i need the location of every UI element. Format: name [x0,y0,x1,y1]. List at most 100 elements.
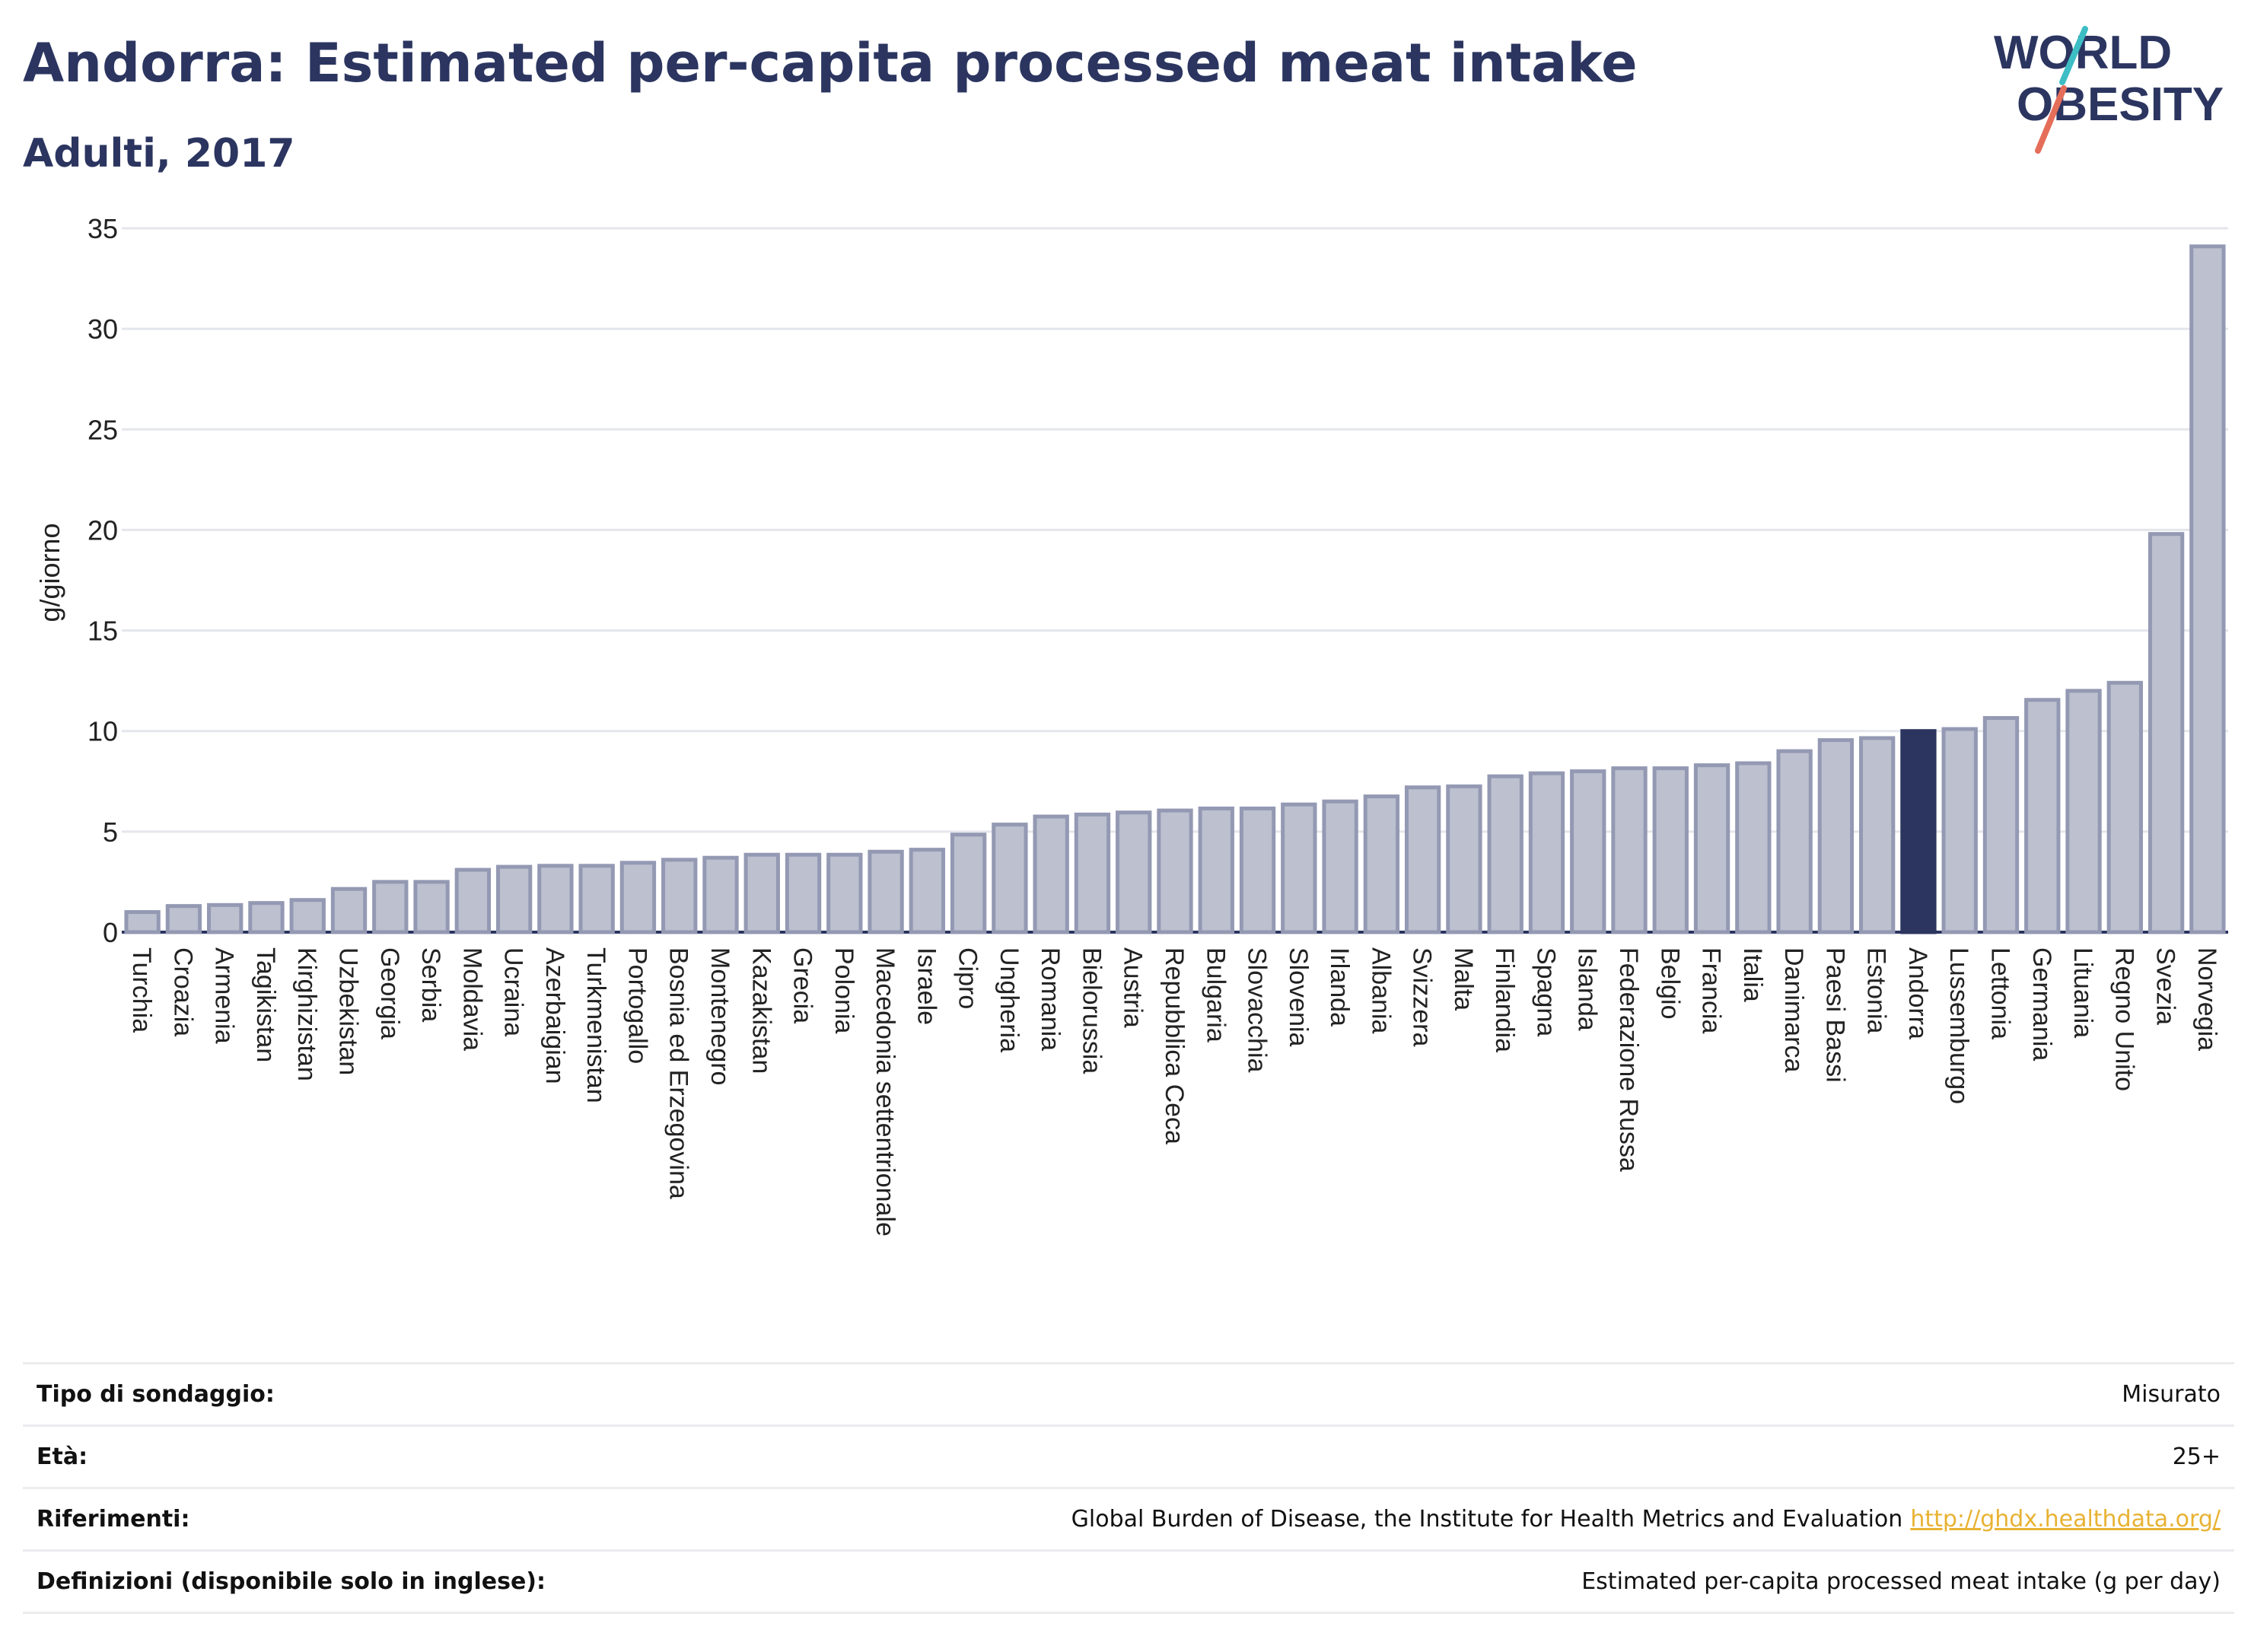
bar[interactable] [1446,784,1482,934]
bar[interactable] [289,898,326,934]
x-tick-label: Malta [1449,947,1478,1011]
x-tick-label: Israele [912,947,941,1025]
info-row-age: Età: 25+ [23,1424,2234,1487]
x-tick-label: Turkmenistan [581,947,610,1103]
bar[interactable] [950,832,987,934]
x-tick-label: Paesi Bassi [1820,947,1849,1083]
bar[interactable] [537,864,574,934]
bar[interactable] [1776,749,1813,934]
logo-slash-top [2059,26,2088,85]
x-tick-label: Macedonia settentrionale [871,947,899,1237]
reference-link[interactable]: http://ghdx.healthdata.org/ [1910,1506,2221,1533]
x-tick-label: Croazia [168,947,197,1036]
x-tick-label: Lituania [2068,947,2097,1038]
bar[interactable] [1693,763,1730,934]
bar[interactable] [495,864,533,934]
bar[interactable] [1363,794,1400,934]
bar[interactable] [2106,680,2143,934]
bar[interactable] [124,910,161,934]
x-tick-label: Lettonia [1985,947,2014,1039]
y-tick-label: 20 [88,514,118,546]
info-table: Tipo di sondaggio: Misurato Età: 25+ Rif… [23,1362,2234,1614]
x-tick-label: Montenegro [705,947,734,1085]
bar[interactable] [785,852,822,934]
bar[interactable] [1322,799,1358,934]
reference-text: Global Burden of Disease, the Institute … [1071,1506,1903,1533]
bar[interactable] [413,880,450,934]
bar[interactable] [1157,808,1193,934]
bar[interactable] [578,864,615,934]
bar-highlighted[interactable] [1900,729,1937,934]
bar[interactable] [702,855,739,934]
x-tick-label: Armenia [210,947,239,1044]
bar[interactable] [1817,738,1855,934]
x-tick-label: Uzbekistan [334,947,363,1075]
bar[interactable] [2065,689,2102,934]
bar[interactable] [1941,727,1978,934]
bar[interactable] [1652,766,1689,934]
x-tick-label: Finlandia [1490,947,1519,1052]
x-tick-label: Kazakistan [747,947,775,1074]
bar[interactable] [1074,812,1111,934]
logo-slash-bottom [2035,85,2067,154]
bar[interactable] [1570,769,1606,934]
info-label: Riferimenti: [37,1506,190,1533]
bar[interactable] [1404,785,1441,934]
x-tick-label: Slovacchia [1243,947,1272,1073]
x-tick-label: Belgio [1655,947,1684,1020]
x-tick-label: Tagikistan [251,947,280,1062]
bar[interactable] [661,858,698,934]
bar[interactable] [1487,774,1523,934]
bar[interactable] [1858,736,1896,934]
x-tick-label: Azerbaigian [540,947,569,1084]
y-axis-label: g/giorno [34,523,65,622]
bar[interactable] [1239,806,1276,934]
x-tick-label: Polonia [829,947,858,1034]
x-tick-label: Norvegia [2192,947,2221,1051]
info-row-definitions: Definizioni (disponibile solo in inglese… [23,1549,2234,1614]
x-tick-label: Bielorussia [1077,947,1106,1074]
x-tick-label: Francia [1697,947,1726,1033]
x-tick-label: Regno Unito [2109,947,2138,1091]
world-obesity-logo[interactable]: WORLD OBESITY [1971,21,2237,158]
y-tick-label: 15 [88,616,118,647]
bar[interactable] [2024,698,2061,934]
x-tick-label: Turchia [127,947,156,1033]
x-tick-label: Andorra [1903,947,1932,1039]
bar[interactable] [826,852,863,934]
bar[interactable] [1281,802,1317,934]
bar[interactable] [909,848,946,934]
bar[interactable] [2148,532,2185,934]
label-layer: Turchia Croazia Armenia Tagikistan Kirghizis… [127,947,2221,1237]
bar[interactable] [868,849,904,934]
bar[interactable] [248,901,285,934]
bar[interactable] [992,823,1028,934]
bar[interactable] [1735,761,1772,934]
bar[interactable] [1033,814,1069,934]
x-tick-label: Austria [1119,947,1148,1028]
bar[interactable] [1198,806,1234,934]
info-value: Misurato [2122,1381,2221,1408]
bar[interactable] [1611,766,1648,934]
bar[interactable] [1116,810,1152,934]
bar[interactable] [454,867,492,934]
bar[interactable] [743,852,780,934]
info-label: Età: [37,1444,88,1470]
bar[interactable] [2189,244,2226,934]
bar[interactable] [330,886,368,934]
info-label: Definizioni (disponibile solo in inglese… [37,1568,546,1595]
bar[interactable] [372,880,409,934]
x-tick-label: Islanda [1573,947,1602,1031]
y-tick-label: 35 [88,213,118,244]
bar[interactable] [165,904,202,934]
x-tick-label: Portogallo [622,947,651,1064]
x-tick-label: Moldavia [457,947,486,1051]
x-tick-label: Danimarca [1779,947,1808,1072]
x-tick-label: Ucraina [499,947,528,1036]
bar[interactable] [1528,771,1565,934]
bar[interactable] [619,861,657,934]
bar[interactable] [1982,716,2020,934]
x-tick-label: Federazione Russa [1614,947,1643,1172]
x-tick-label: Ungheria [995,947,1024,1052]
bar[interactable] [207,902,244,934]
